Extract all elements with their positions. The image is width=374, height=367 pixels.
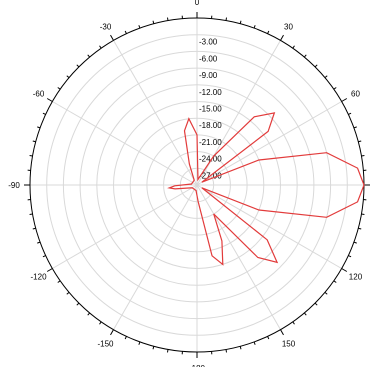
angle-tick [138,341,141,345]
angle-tick [324,291,328,295]
angle-tick [99,321,102,325]
grid-circle [79,67,315,303]
angle-tick [314,64,318,68]
angle-label-layer: 030609120150-180-150-120-90-60-30 [8,0,363,367]
angle-tick [87,54,91,58]
angle-tick [341,268,348,272]
radial-tick-label: -15.00 [199,105,222,114]
angle-tick [66,75,70,79]
angle-tick [42,112,46,115]
angle-label: 0 [195,0,200,7]
angle-tick [110,34,114,41]
angle-tick [348,112,352,115]
angle-tick [324,75,328,79]
angle-tick [29,154,33,157]
grid-circle [129,117,265,253]
angle-tick [253,25,256,29]
angle-tick [110,329,114,336]
angle-tick [32,140,36,143]
angle-label: 150 [282,339,296,348]
angle-tick [152,20,155,24]
angle-tick [361,213,365,216]
grid-circle [113,101,281,269]
angle-tick [124,30,127,34]
angle-tick [280,329,284,336]
angle-label: -120 [31,273,48,282]
angle-tick [358,140,362,143]
angle-tick [358,227,362,230]
angle-tick [37,126,41,129]
angle-tick [333,87,337,90]
grid-layer [29,17,365,353]
radial-tick-label: -6.00 [199,54,218,63]
angle-label: -150 [97,339,114,348]
angle-tick [280,34,284,41]
tick-layer [24,12,370,358]
angle-tick [303,54,307,58]
angle-tick [124,336,127,340]
angle-tick [353,126,357,129]
angle-tick [46,268,53,272]
angle-label: -60 [33,90,45,99]
series-layer [167,112,365,266]
angle-tick [76,302,80,306]
angle-tick [166,17,169,21]
angle-tick [353,241,357,244]
angle-tick [292,45,295,49]
angle-tick [76,64,80,68]
angle-tick [341,98,348,102]
angle-tick [57,87,61,90]
angle-tick [253,341,256,345]
radial-label-layer: -3.00 -6.00 -9.00 -12.00 -15.00 -18.00 -21.00 -… [199,38,222,181]
angle-tick [99,45,102,49]
radial-tick-label: -24.00 [199,155,222,164]
angle-tick [303,312,307,316]
angle-tick [239,346,242,350]
angle-label: -180 [189,364,206,367]
grid-circle [46,34,348,336]
grid-circle [96,84,298,286]
angle-tick [138,25,141,29]
angle-label: -90 [8,181,20,190]
angle-tick [32,227,36,230]
angle-tick [314,302,318,306]
angle-label: 120 [349,273,363,282]
angle-tick [87,312,91,316]
angle-tick [42,255,46,258]
angle-label: -30 [100,23,112,32]
radial-tick-label: -9.00 [199,71,218,80]
grid-circle [62,50,332,320]
pattern-line [167,112,365,266]
angle-tick [225,17,228,21]
angle-tick [57,280,61,283]
radial-tick-label: -21.00 [199,138,222,147]
radial-tick-label: -18.00 [199,121,222,130]
angle-tick [267,30,270,34]
angle-tick [166,349,169,353]
angle-tick [225,349,228,353]
radial-tick-label: -3.00 [199,38,218,47]
angle-label: 30 [284,23,293,32]
angle-tick [37,241,41,244]
angle-tick [292,321,295,325]
angle-tick [348,255,352,258]
radial-tick-label: -12.00 [199,88,222,97]
angle-tick [66,291,70,295]
angle-tick [29,213,33,216]
angle-tick [333,280,337,283]
angle-tick [239,20,242,24]
angle-tick [267,336,270,340]
angle-tick [46,98,53,102]
angle-label: 60 [351,90,360,99]
angle-tick [152,346,155,350]
angle-tick [361,154,365,157]
